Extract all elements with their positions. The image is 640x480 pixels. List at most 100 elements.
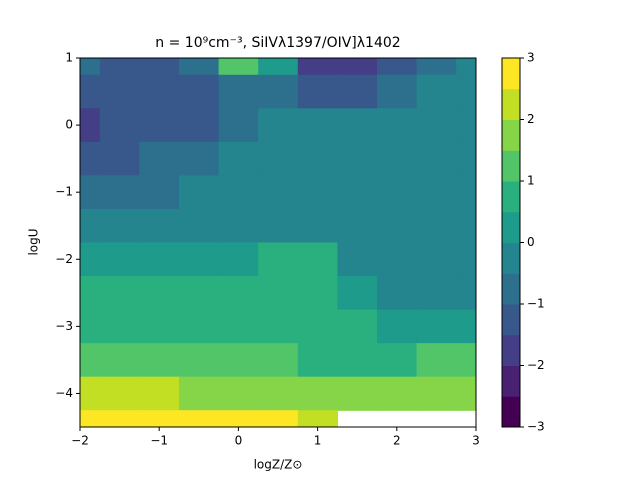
contour-cell: [337, 343, 378, 378]
colorbar-segment: [502, 365, 520, 397]
contour-cell: [99, 58, 140, 76]
contour-cell: [456, 276, 476, 311]
contour-cell: [416, 58, 457, 76]
contour-cell: [416, 74, 457, 109]
contour-cell: [258, 175, 299, 210]
contour-cell: [218, 58, 259, 76]
contour-cell: [179, 108, 220, 143]
contour-cell: [377, 276, 418, 311]
contour-cell: [139, 242, 180, 277]
contour-cell: [297, 376, 338, 411]
contour-cell: [297, 175, 338, 210]
contour-cell: [297, 58, 338, 76]
contour-cell: [218, 309, 259, 344]
colorbar-segment: [502, 396, 520, 428]
contour-cell: [80, 343, 101, 378]
colorbar-tick-label: −3: [527, 420, 545, 434]
contour-cell: [456, 58, 476, 76]
y-tick-label: −3: [55, 319, 73, 333]
x-tick-label: 2: [393, 434, 401, 448]
contour-cell: [99, 410, 140, 427]
contour-cell: [139, 376, 180, 411]
contour-cell: [139, 74, 180, 109]
x-tick-label: −2: [71, 434, 89, 448]
colorbar-segment: [502, 273, 520, 305]
contour-cell: [337, 309, 378, 344]
contour-cell: [139, 410, 180, 427]
contour-cell: [179, 276, 220, 311]
contour-cell: [99, 141, 140, 177]
contour-cell: [337, 175, 378, 210]
contour-area: [80, 58, 476, 427]
contour-cell: [218, 276, 259, 311]
contour-cell: [139, 175, 180, 210]
contour-cell: [456, 376, 476, 411]
contour-cell: [139, 276, 180, 311]
contour-cell: [80, 410, 101, 427]
contour-cell: [99, 376, 140, 411]
contour-cell: [139, 343, 180, 378]
contour-cell: [179, 376, 220, 411]
contour-cell: [377, 141, 418, 177]
contour-cell: [80, 208, 101, 244]
colorbar-tick-label: −1: [527, 297, 545, 311]
contour-cell: [258, 58, 299, 76]
colorbar-segment: [502, 88, 520, 120]
contour-cell: [456, 108, 476, 143]
contour-cell: [218, 376, 259, 411]
contour-cell: [258, 276, 299, 311]
contour-cell: [99, 343, 140, 378]
y-axis-label: logU: [27, 228, 41, 255]
x-tick-label: −1: [150, 434, 168, 448]
contour-cell: [456, 343, 476, 378]
x-axis-label: logZ/Z⊙: [254, 458, 303, 472]
contour-cell: [377, 376, 418, 411]
contour-cell: [80, 58, 101, 76]
contour-cell: [179, 309, 220, 344]
contour-cell: [139, 108, 180, 143]
colorbar-tick-label: 2: [527, 112, 535, 126]
chart-title: n = 10⁹cm⁻³, SiIVλ1397/OIV]λ1402: [155, 35, 400, 51]
contour-cell: [416, 108, 457, 143]
colorbar-tick-label: 1: [527, 174, 535, 188]
contour-cell: [80, 74, 101, 109]
contour-cell: [337, 376, 378, 411]
plot-frame: [79, 57, 477, 428]
contour-cell: [258, 74, 299, 109]
contour-cell: [139, 141, 180, 177]
contour-cell: [179, 74, 220, 109]
contour-cell: [99, 175, 140, 210]
contour-cell: [99, 276, 140, 311]
colorbar-segment: [502, 150, 520, 182]
contour-cell: [258, 108, 299, 143]
contour-cell: [456, 242, 476, 277]
contour-cell: [297, 343, 338, 378]
contour-cell: [80, 108, 101, 143]
contour-cell: [377, 58, 418, 76]
contour-cell: [297, 108, 338, 143]
x-tick-label: 3: [472, 434, 480, 448]
contour-cell: [456, 309, 476, 344]
y-tick-label: 1: [65, 51, 73, 65]
contour-cell: [416, 141, 457, 177]
contour-cell: [218, 74, 259, 109]
contour-cell: [99, 208, 140, 244]
y-tick-label: −2: [55, 252, 73, 266]
contour-cell: [218, 410, 259, 427]
contour-cell: [99, 309, 140, 344]
y-tick-label: −1: [55, 185, 73, 199]
contour-cell: [179, 141, 220, 177]
contour-cell: [139, 309, 180, 344]
contour-cell: [218, 108, 259, 143]
contour-cell: [416, 208, 457, 244]
contour-cell: [258, 376, 299, 411]
contour-cell: [258, 309, 299, 344]
contour-cell: [139, 58, 180, 76]
contour-cell: [456, 74, 476, 109]
contour-cell: [179, 343, 220, 378]
y-tick-label: −4: [55, 386, 73, 400]
contour-cell: [377, 175, 418, 210]
contour-cell: [218, 242, 259, 277]
contour-cell: [337, 276, 378, 311]
